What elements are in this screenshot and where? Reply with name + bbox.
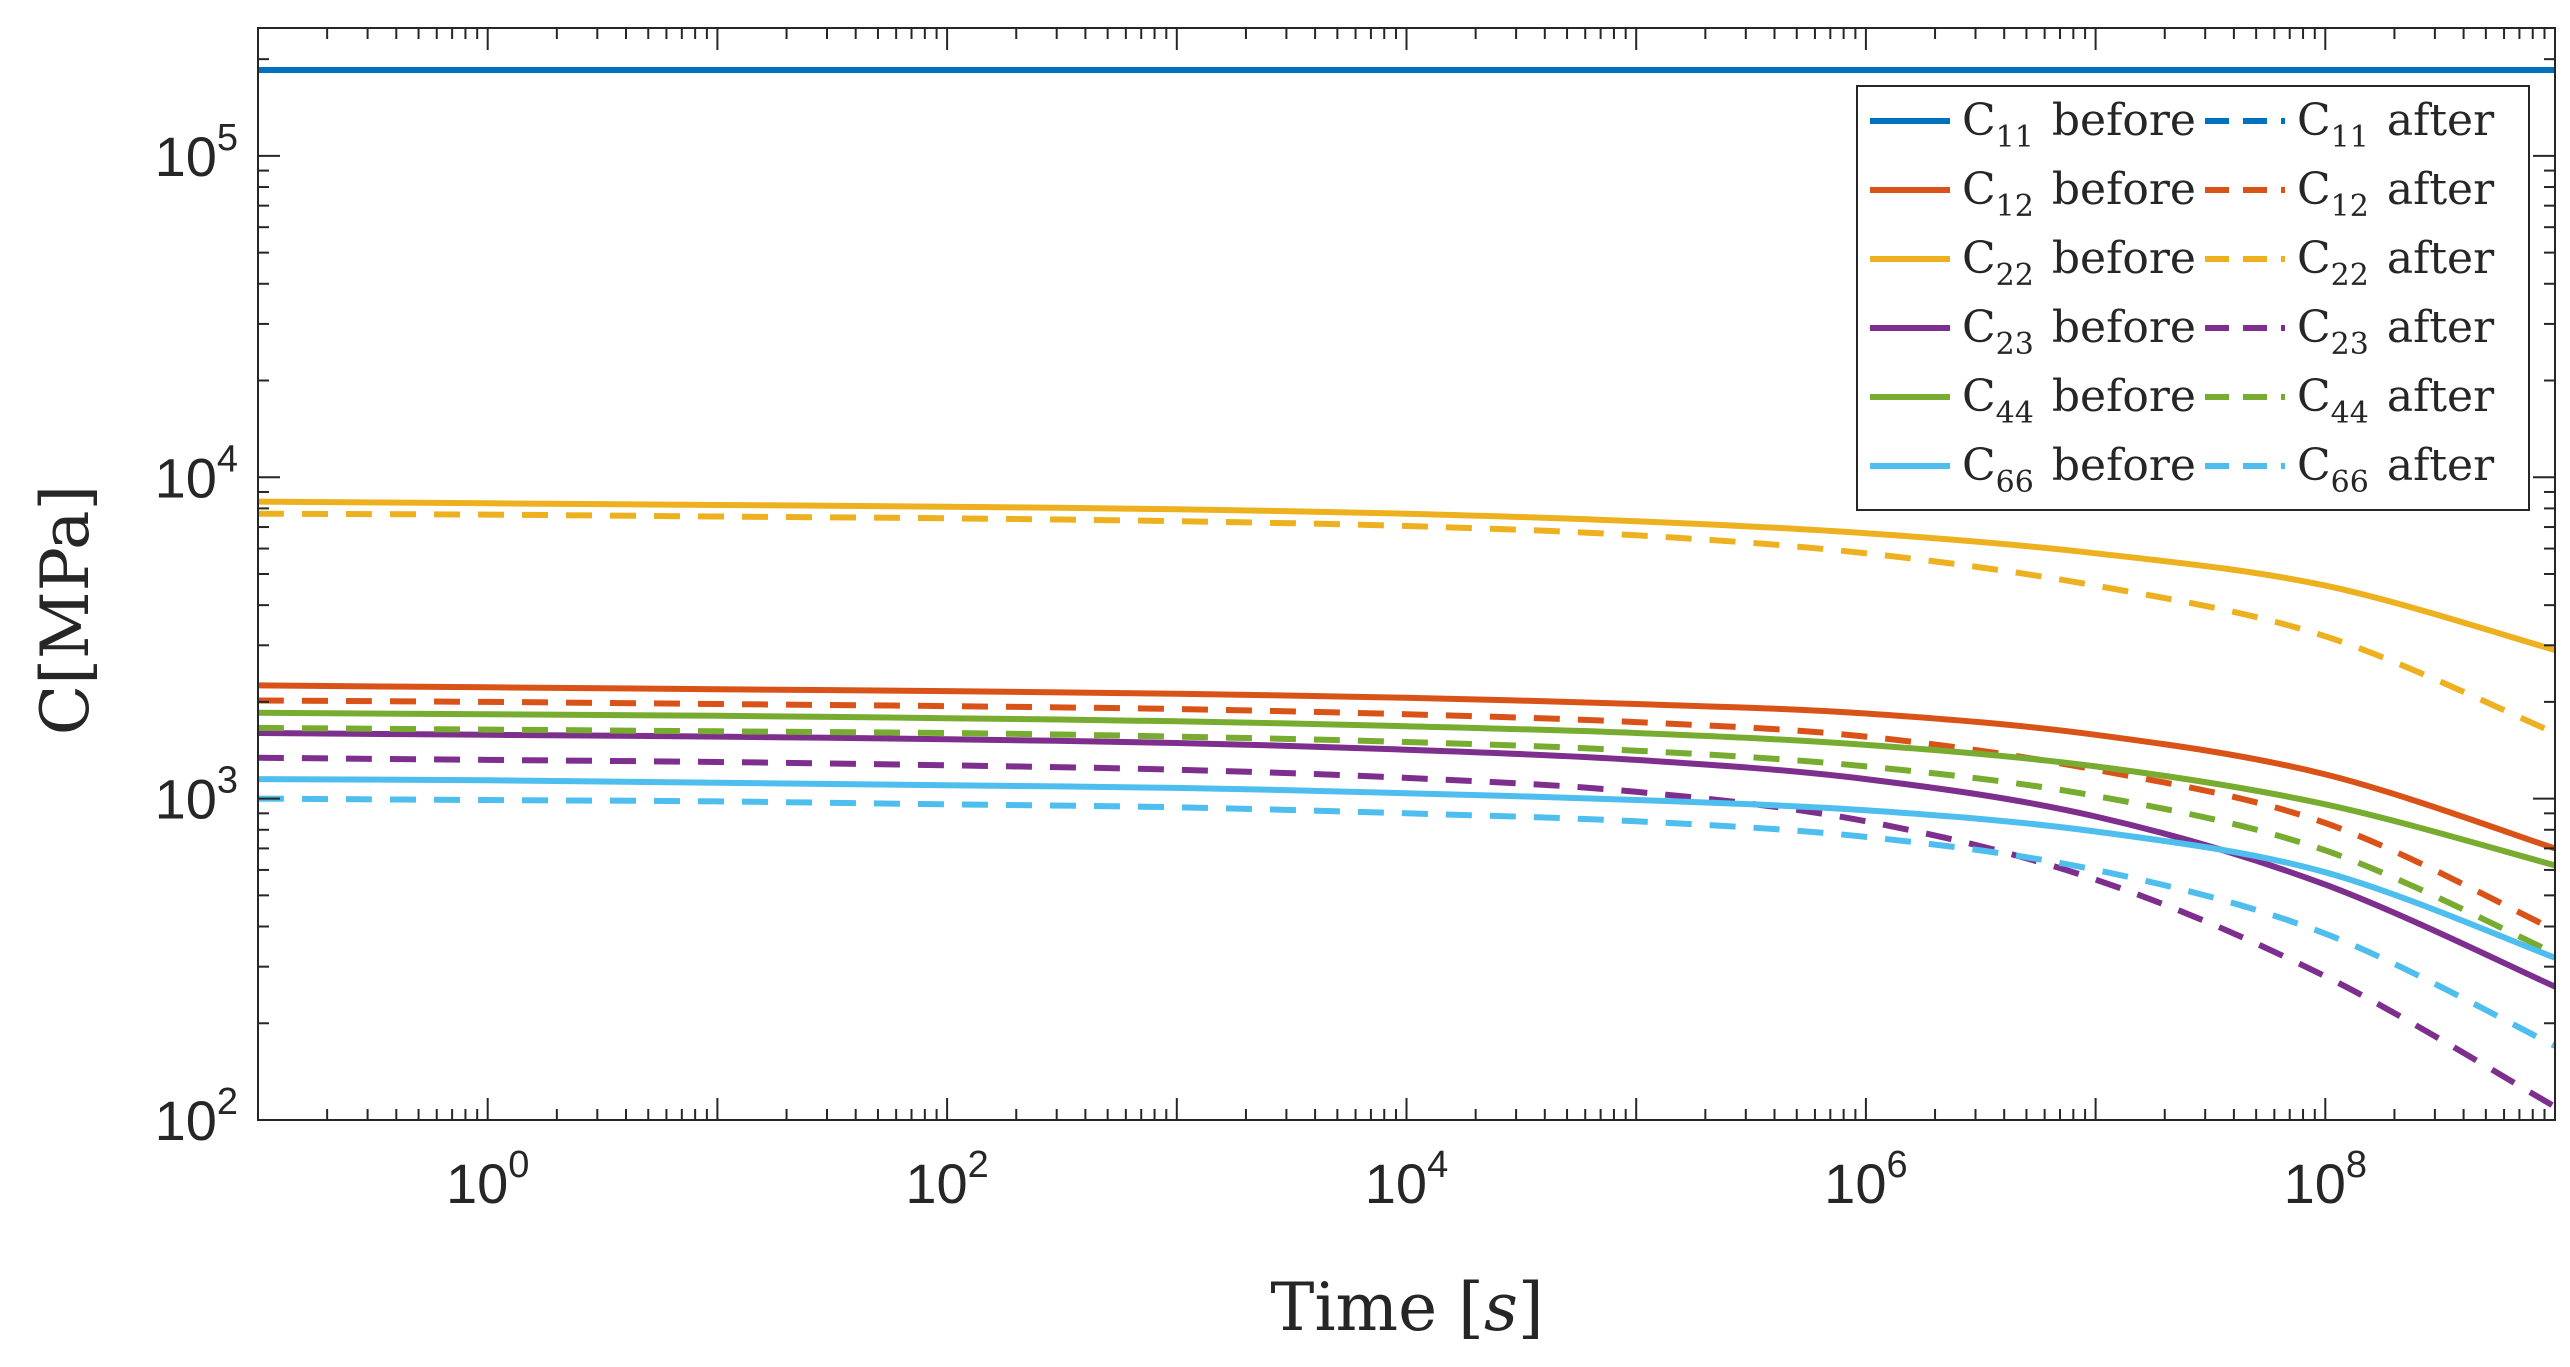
x-tick-label: 100 (446, 1144, 529, 1215)
series-line-c44-before (258, 709, 2555, 869)
legend-entry: C22 before (1962, 233, 2196, 293)
legend-entry: C23 after (2297, 302, 2495, 362)
legend-entry: C11 after (2297, 95, 2495, 155)
series-line-c66-after (258, 795, 2555, 1049)
series-line-c44-after (258, 724, 2555, 957)
x-tick-label: 102 (905, 1144, 988, 1215)
legend-entry: C44 after (2297, 371, 2495, 431)
series-line-c12-after (258, 697, 2555, 933)
legend-entry: C22 after (2297, 233, 2495, 293)
legend-entry: C23 before (1962, 302, 2196, 362)
series-line-c23-before (258, 730, 2555, 990)
legend-entry: C12 after (2297, 164, 2495, 224)
legend-entry: C66 before (1962, 440, 2196, 500)
y-tick-label: 103 (155, 760, 238, 831)
series-line-c22-before (258, 498, 2555, 653)
legend-box (1856, 85, 2530, 511)
legend-entry: C11 before (1962, 95, 2196, 155)
y-tick-label: 105 (155, 117, 238, 188)
legend: C11 before C11 after C12 before C12 after C22 bef… (1856, 85, 2530, 511)
series-lines (258, 67, 2555, 1110)
series-line-c23-after (258, 754, 2555, 1110)
y-tick-label: 102 (155, 1081, 238, 1152)
x-axis-label: Time [s] (1270, 1269, 1543, 1346)
axis-ticks: 100 102 104 106 108 102 103 104 105 (155, 27, 2556, 1215)
y-axis-label: C[MPa] (27, 485, 104, 735)
x-tick-label: 104 (1365, 1144, 1448, 1215)
legend-entry: C66 after (2297, 440, 2495, 500)
legend-entry: C12 before (1962, 164, 2196, 224)
legend-entry: C44 before (1962, 371, 2196, 431)
series-line-c66-before (258, 776, 2555, 961)
plot-area (258, 67, 2555, 1110)
series-line-c12-before (258, 682, 2555, 852)
x-tick-label: 108 (2284, 1144, 2367, 1215)
y-tick-label: 104 (155, 438, 238, 509)
series-line-c22-after (258, 510, 2555, 736)
x-tick-label: 106 (1824, 1144, 1907, 1215)
